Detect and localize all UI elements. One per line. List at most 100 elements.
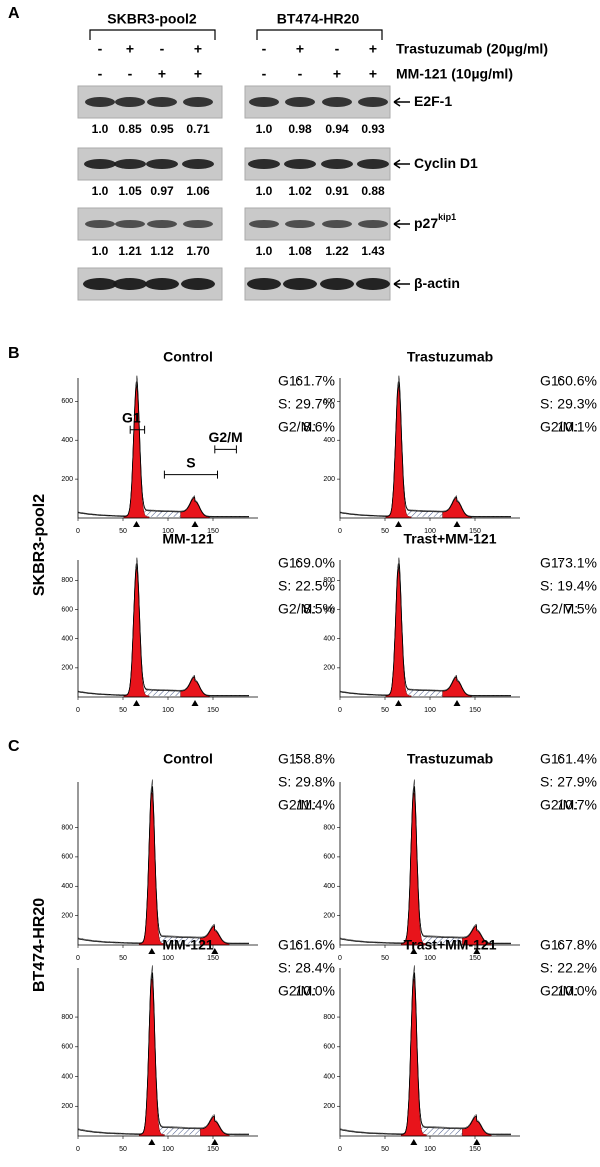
densitometry-value: 0.91 (325, 184, 349, 198)
cell-line: SKBR3-pool2 (107, 11, 197, 27)
blot-band (147, 97, 177, 107)
y-tick-label: 400 (323, 883, 335, 890)
stat-label: S: (540, 396, 553, 412)
x-tick-label: 50 (119, 955, 127, 962)
axis (77, 782, 258, 946)
histogram-outline (77, 557, 249, 696)
panel-label: C (8, 738, 20, 755)
x-tick-label: 150 (469, 1146, 481, 1153)
densitometry-value: 1.02 (288, 184, 312, 198)
arrow (393, 279, 410, 289)
gate-label: G1 (122, 410, 141, 426)
densitometry-value: 0.98 (288, 122, 312, 136)
protein-superscript: kip1 (438, 212, 456, 222)
sign: + (158, 66, 166, 82)
blot-band (283, 278, 317, 290)
peak-marker (133, 521, 140, 527)
y-tick-label: 800 (61, 1014, 73, 1021)
sign: + (369, 66, 377, 82)
densitometry-value: 1.70 (186, 244, 210, 258)
y-tick-label: 600 (323, 606, 335, 613)
x-tick-label: 100 (424, 528, 436, 535)
blot-band (85, 97, 115, 107)
y-tick-label: 400 (61, 883, 73, 890)
blot-band (248, 159, 280, 169)
sign: - (298, 66, 303, 82)
protein-name: β-actin (414, 275, 460, 291)
histogram-title: Trast+MM-121 (404, 937, 497, 953)
histogram-outline (339, 972, 511, 1136)
densitometry-value: 0.94 (325, 122, 349, 136)
x-tick-label: 100 (162, 1146, 174, 1153)
stat-label: G2/M: (540, 601, 578, 617)
densitometry-value: 1.43 (361, 244, 385, 258)
protein-label: β-actin (414, 275, 460, 291)
blot-band (356, 278, 390, 290)
y-tick-label: 200 (61, 912, 73, 919)
axis (77, 378, 258, 519)
axis (77, 968, 258, 1137)
y-tick-label: 600 (61, 1044, 73, 1051)
histogram-outline (77, 779, 249, 944)
y-tick-label: 600 (323, 1044, 335, 1051)
peak-marker (211, 948, 219, 954)
blot-band (183, 220, 213, 228)
x-tick-label: 0 (76, 528, 80, 535)
stat-value: 10.7% (557, 797, 597, 813)
sign: - (262, 66, 267, 82)
stat-value: 10.0% (295, 983, 335, 999)
blot-band (181, 278, 215, 290)
y-tick-label: 800 (323, 1014, 335, 1021)
arrow (393, 219, 410, 229)
stat-label: G2/M: (278, 983, 316, 999)
peak-marker (395, 700, 402, 706)
blot-band (249, 97, 279, 107)
y-tick-label: 800 (61, 824, 73, 831)
y-tick-label: 800 (61, 577, 73, 584)
axis (77, 560, 258, 698)
x-tick-label: 0 (338, 1146, 342, 1153)
stat-value: 10.1% (557, 419, 597, 435)
histogram-outline (339, 563, 511, 697)
x-tick-label: 50 (119, 528, 127, 535)
histogram-outline (77, 375, 249, 517)
densitometry-value: 1.05 (118, 184, 142, 198)
blot-band (114, 159, 146, 169)
y-tick-label: 400 (323, 437, 335, 444)
axis (339, 968, 520, 1137)
x-tick-label: 150 (469, 528, 481, 535)
sign: + (333, 66, 341, 82)
peak-marker (191, 700, 199, 706)
blot-band (358, 220, 388, 228)
gate-marker (214, 445, 237, 454)
x-tick-label: 0 (338, 528, 342, 535)
densitometry-value: 0.71 (186, 122, 210, 136)
y-tick-label: 200 (61, 665, 73, 672)
stat-value: 8.6% (303, 419, 335, 435)
x-tick-label: 50 (119, 1146, 127, 1153)
y-tick-label: 800 (323, 824, 335, 831)
blot-band (285, 220, 315, 228)
x-tick-label: 100 (424, 955, 436, 962)
histogram-title: Trastuzumab (407, 349, 493, 365)
panel-label: B (8, 345, 20, 362)
x-tick-label: 100 (424, 707, 436, 714)
histogram-title: Trast+MM-121 (404, 531, 497, 547)
peak-marker (410, 948, 418, 954)
arrow (393, 159, 410, 169)
blot-band (247, 278, 281, 290)
histogram-g1-peak (138, 977, 165, 1137)
densitometry-value: 1.0 (256, 122, 273, 136)
x-tick-label: 150 (207, 1146, 219, 1153)
sign: - (98, 66, 103, 82)
blot-band (145, 278, 179, 290)
y-tick-label: 400 (61, 1073, 73, 1080)
blot-band (146, 159, 178, 169)
peak-marker (395, 521, 402, 527)
densitometry-value: 0.95 (150, 122, 174, 136)
peak-marker (473, 1139, 481, 1145)
x-tick-label: 150 (207, 707, 219, 714)
densitometry-value: 1.21 (118, 244, 142, 258)
densitometry-value: 1.0 (256, 244, 273, 258)
peak-marker (148, 948, 156, 954)
